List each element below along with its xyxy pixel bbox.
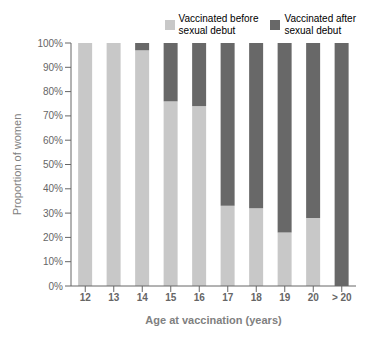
html-text:Vaccinated before: Vaccinated before xyxy=(178,13,259,24)
svg-text:40%: 40% xyxy=(43,183,63,194)
html-text:sexual debut: sexual debut xyxy=(178,25,236,36)
svg-text:14: 14 xyxy=(137,292,149,303)
svg-text:20%: 20% xyxy=(43,232,63,243)
svg-text:13: 13 xyxy=(108,292,120,303)
svg-text:Age at vaccination (years): Age at vaccination (years) xyxy=(145,314,282,326)
svg-text:19: 19 xyxy=(279,292,291,303)
svg-text:80%: 80% xyxy=(43,86,63,97)
svg-text:12: 12 xyxy=(80,292,92,303)
svg-text:10%: 10% xyxy=(43,256,63,267)
svg-text:0%: 0% xyxy=(49,281,64,292)
svg-text:100%: 100% xyxy=(37,38,63,49)
svg-text:Proportion of women: Proportion of women xyxy=(11,114,23,216)
svg-text:20: 20 xyxy=(308,292,320,303)
svg-text:70%: 70% xyxy=(43,110,63,121)
svg-text:16: 16 xyxy=(194,292,206,303)
svg-text:17: 17 xyxy=(222,292,234,303)
svg-text:60%: 60% xyxy=(43,135,63,146)
svg-text:50%: 50% xyxy=(43,159,63,170)
svg-text:30%: 30% xyxy=(43,208,63,219)
html-text:Vaccinated after: Vaccinated after xyxy=(284,13,356,24)
svg-text:> 20: > 20 xyxy=(332,292,352,303)
svg-text:15: 15 xyxy=(165,292,177,303)
html-text:sexual debut: sexual debut xyxy=(284,25,342,36)
svg-text:90%: 90% xyxy=(43,62,63,73)
svg-text:18: 18 xyxy=(251,292,263,303)
